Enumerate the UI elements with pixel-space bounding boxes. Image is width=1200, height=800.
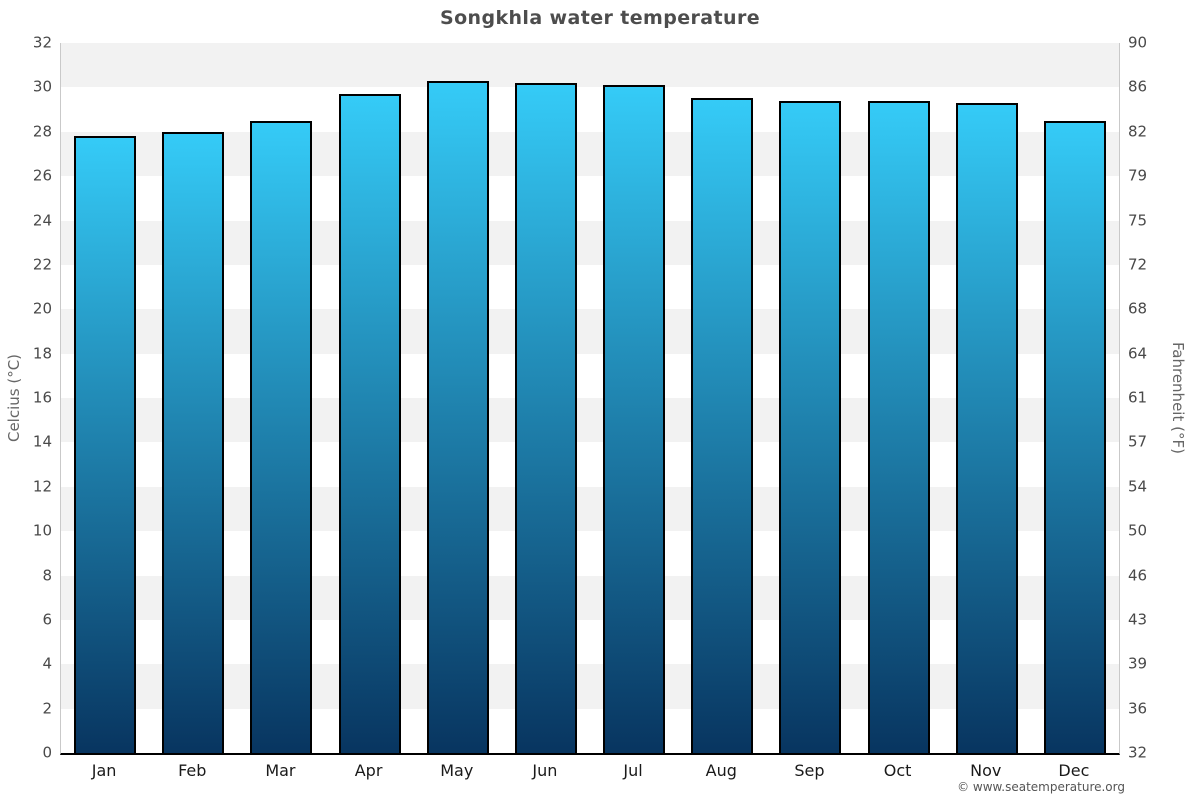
celsius-tick-label: 26 [32,166,52,185]
grid-band [61,220,1119,265]
grid-band [61,353,1119,398]
fahrenheit-tick-label: 79 [1128,166,1148,185]
celsius-tick-label: 2 [42,699,52,718]
copyright-text: © www.seatemperature.org [957,780,1125,794]
celsius-tick-label: 6 [42,610,52,629]
bar-apr [338,94,401,753]
grid-band [61,131,1119,177]
bar-jan [74,136,137,753]
celsius-tick-label: 18 [32,344,52,363]
celsius-tick-label: 10 [32,521,52,540]
fahrenheit-tick-label: 57 [1128,432,1148,451]
month-label-aug: Aug [705,761,737,780]
y-axis-title-fahrenheit: Fahrenheit (°F) [1169,342,1187,454]
grid-band [61,619,1119,665]
bar-aug [691,98,754,753]
bar-dec [1043,120,1106,753]
bar-nov [955,102,1018,753]
celsius-tick-label: 12 [32,477,52,496]
fahrenheit-tick-label: 82 [1128,122,1148,141]
fahrenheit-tick-label: 72 [1128,255,1148,274]
fahrenheit-tick-label: 43 [1128,610,1148,629]
celsius-tick-label: 0 [42,743,52,762]
fahrenheit-tick-label: 75 [1128,211,1148,229]
grid-band [61,442,1119,487]
month-label-apr: Apr [354,761,383,780]
celsius-tick-label: 30 [32,77,52,96]
celsius-tick-label: 24 [32,211,52,229]
fahrenheit-tick-label: 46 [1128,566,1148,584]
celsius-tick-label: 20 [32,299,52,318]
month-label-jun: Jun [532,761,558,780]
fahrenheit-tick-label: 86 [1128,77,1148,96]
grid-band [61,398,1119,443]
month-label-jan: Jan [91,761,117,780]
celsius-tick-label: 16 [32,388,52,407]
fahrenheit-tick-label: 50 [1128,521,1148,540]
month-label-nov: Nov [970,761,1002,780]
plot-area [60,43,1120,755]
grid-band [61,531,1119,576]
fahrenheit-tick-label: 39 [1128,654,1148,673]
grid-band [61,575,1119,620]
celsius-tick-label: 32 [32,33,52,52]
fahrenheit-tick-label: 64 [1128,344,1148,363]
bar-sep [779,100,842,753]
fahrenheit-tick-label: 61 [1128,388,1148,407]
bar-mar [250,120,313,753]
grid-band [61,664,1119,709]
month-label-mar: Mar [265,761,296,780]
fahrenheit-tick-label: 90 [1128,33,1148,52]
grid-band [61,43,1119,88]
bar-jun [514,82,577,753]
month-label-may: May [440,761,474,780]
month-label-dec: Dec [1058,761,1090,780]
month-label-jul: Jul [623,761,643,780]
month-label-sep: Sep [794,761,825,780]
grid-band [61,264,1119,310]
bar-jul [603,85,666,753]
grid-band [61,309,1119,354]
month-label-oct: Oct [883,761,912,780]
bar-feb [162,131,225,753]
bar-may [426,80,489,753]
grid-band [61,176,1119,221]
chart-title: Songkhla water temperature [439,7,760,29]
celsius-tick-label: 4 [42,654,52,673]
grid-band [61,486,1119,532]
month-label-feb: Feb [178,761,207,780]
grid-band [61,708,1119,753]
fahrenheit-tick-label: 32 [1128,743,1148,762]
celsius-tick-label: 28 [32,122,52,141]
fahrenheit-tick-label: 36 [1128,699,1148,718]
celsius-tick-label: 22 [32,255,52,274]
grid-band [61,87,1119,132]
bar-oct [867,100,930,753]
fahrenheit-tick-label: 54 [1128,477,1148,496]
celsius-tick-label: 8 [42,566,52,584]
celsius-tick-label: 14 [32,432,52,451]
fahrenheit-tick-label: 68 [1128,299,1148,318]
